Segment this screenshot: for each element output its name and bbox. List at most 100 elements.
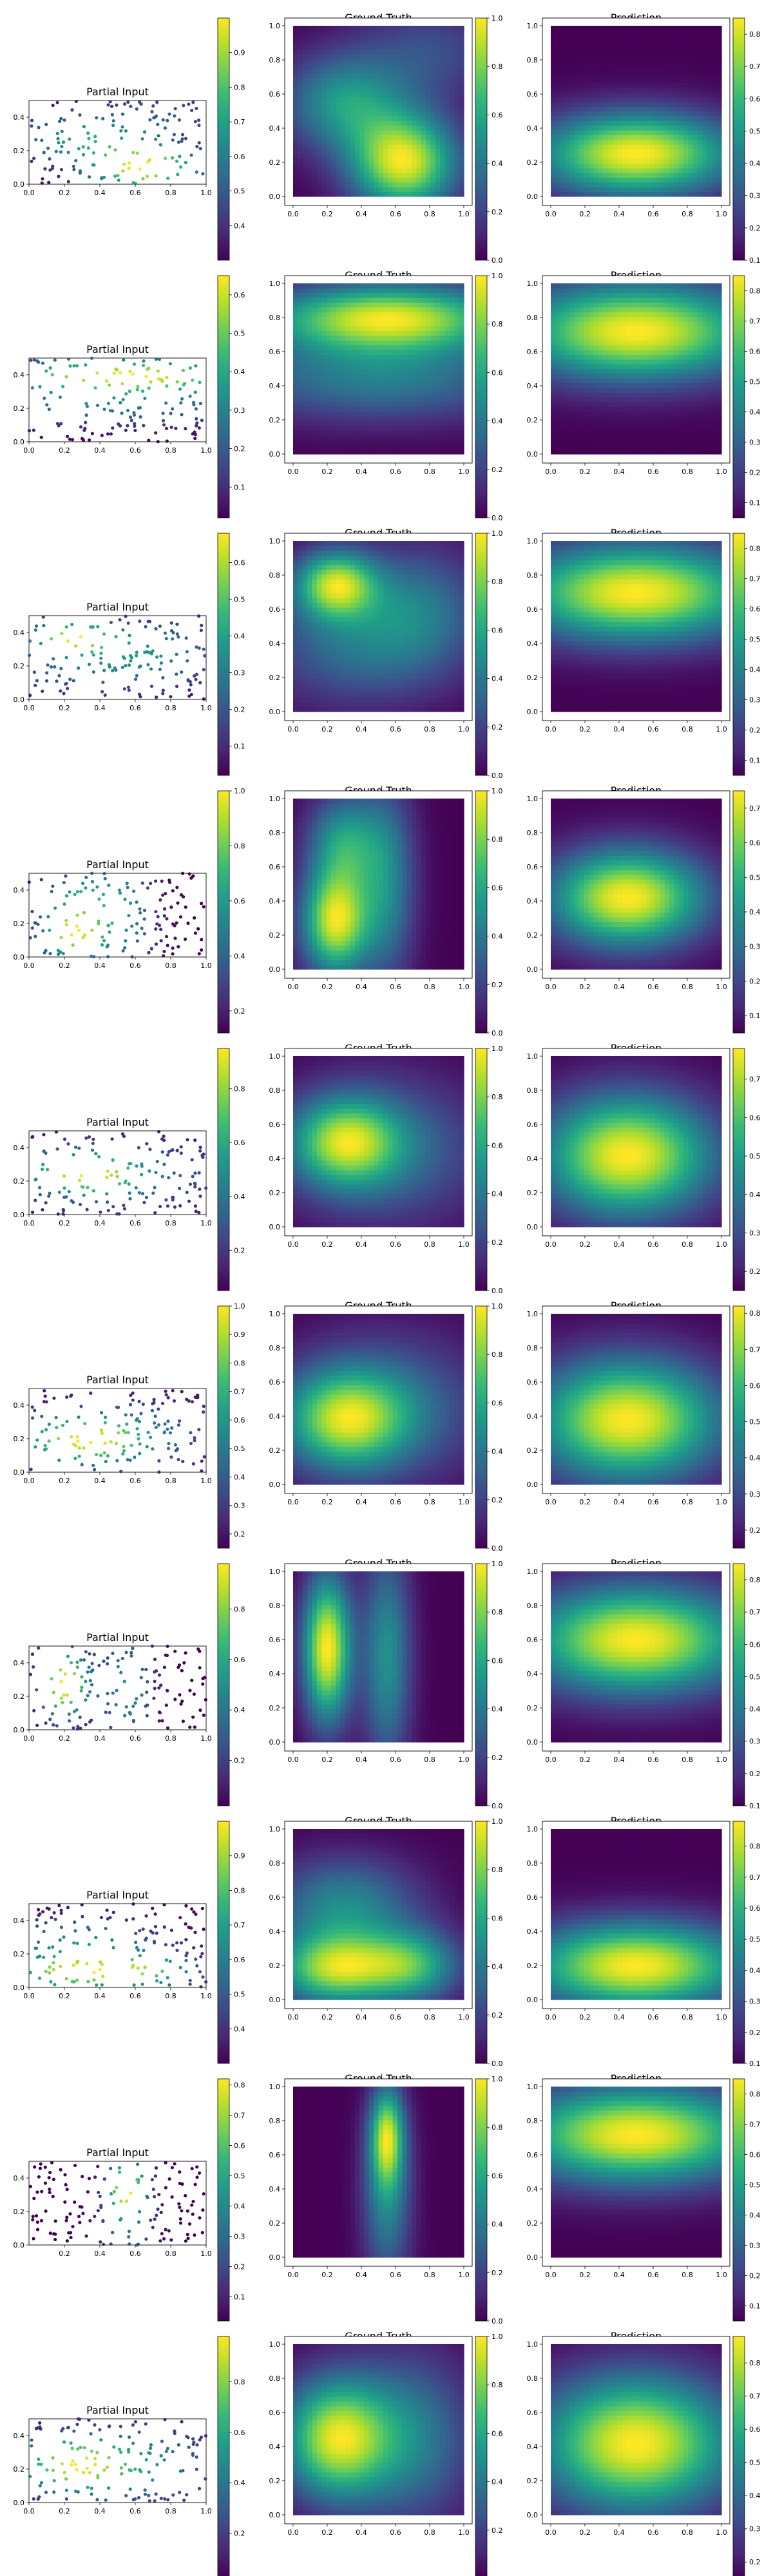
heatmap-cell [327, 378, 332, 383]
heatmap-cell [569, 178, 575, 183]
heatmap-cell [698, 154, 703, 159]
heatmap-cell [369, 283, 374, 289]
heatmap-cell [693, 392, 698, 397]
heatmap-cell [402, 73, 407, 79]
heatmap-cell [303, 383, 308, 388]
heatmap-cell [589, 402, 594, 407]
heatmap-cell [584, 88, 589, 93]
heatmap-cell [707, 68, 712, 73]
heatmap-cell [603, 73, 608, 79]
heatmap-cell [317, 426, 322, 431]
heatmap-cell [412, 97, 417, 102]
heatmap-cell [603, 430, 608, 435]
heatmap-cell [355, 302, 360, 307]
heatmap-cell [393, 187, 398, 192]
heatmap-cell [350, 92, 355, 97]
heatmap-cell [589, 68, 594, 73]
heatmap-cell [407, 383, 412, 388]
heatmap-cell [341, 406, 346, 412]
heatmap-cell [669, 88, 674, 93]
heatmap-cell [345, 154, 350, 159]
scatter-point [100, 434, 104, 437]
scatter-point [60, 145, 63, 148]
heatmap-cell [435, 354, 441, 359]
scatter-point [195, 145, 198, 148]
heatmap-cell [454, 92, 459, 97]
heatmap-cell [331, 163, 336, 168]
heatmap-cell [416, 364, 421, 369]
scatter-point [59, 117, 62, 120]
heatmap-cell [341, 102, 346, 107]
heatmap-cell [402, 30, 407, 35]
heatmap-cell [445, 430, 450, 435]
heatmap-cell [345, 116, 350, 121]
heatmap-cell [454, 192, 459, 197]
heatmap-cell [674, 178, 679, 183]
heatmap-cell [584, 126, 589, 131]
heatmap-cell [622, 430, 627, 435]
heatmap-cell [312, 326, 317, 331]
heatmap-cell [416, 26, 421, 31]
heatmap-cell [388, 444, 393, 450]
heatmap-cell [655, 78, 660, 83]
heatmap-cell [622, 126, 627, 131]
heatmap-cell [627, 416, 632, 421]
scatter-point [113, 372, 116, 375]
heatmap-cell [426, 26, 431, 31]
heatmap-cell [665, 397, 670, 402]
heatmap-cell [636, 440, 642, 445]
heatmap-cell [440, 336, 445, 341]
heatmap-cell [617, 92, 622, 97]
heatmap-cell [669, 126, 674, 131]
heatmap-cell [669, 40, 674, 45]
heatmap-cell [631, 444, 636, 450]
heatmap-cell [712, 130, 717, 135]
heatmap-cell [407, 64, 412, 69]
heatmap-cell [321, 50, 327, 55]
heatmap-cell [307, 397, 312, 402]
heatmap-cell [598, 182, 604, 187]
heatmap-cell [298, 50, 303, 55]
heatmap-cell [383, 378, 388, 383]
heatmap-cell [631, 402, 636, 407]
heatmap-cell [407, 317, 412, 322]
heatmap-cell [565, 154, 570, 159]
heatmap-cell [669, 158, 674, 164]
heatmap-cell [569, 111, 575, 117]
heatmap-cell [430, 50, 435, 55]
partial-colorbar-tick-label: 0.9 [234, 49, 245, 57]
heatmap-cell [565, 192, 570, 197]
heatmap-cell [331, 369, 336, 374]
heatmap-cell [374, 293, 379, 298]
heatmap-cell [321, 336, 327, 341]
heatmap-cell [603, 64, 608, 69]
heatmap-cell [655, 106, 660, 111]
heatmap-cell [641, 26, 646, 31]
heatmap-cell [665, 406, 670, 412]
heatmap-cell [298, 187, 303, 192]
heatmap-cell [303, 450, 308, 455]
heatmap-cell [617, 140, 622, 145]
heatmap-cell [383, 374, 388, 379]
heatmap-cell [603, 149, 608, 154]
heatmap-cell [569, 392, 575, 397]
heatmap-cell [355, 102, 360, 107]
heatmap-cell [407, 326, 412, 331]
heatmap-cell [369, 354, 374, 359]
heatmap-cell [607, 187, 613, 192]
heatmap-cell [374, 54, 379, 59]
heatmap-cell [440, 111, 445, 117]
heatmap-cell [636, 421, 642, 426]
heatmap-cell [359, 64, 365, 69]
heatmap-cell [579, 73, 584, 79]
heatmap-cell [303, 64, 308, 69]
heatmap-cell [388, 50, 393, 55]
heatmap-cell [397, 68, 403, 73]
heatmap-cell [364, 354, 369, 359]
heatmap-cell [416, 111, 421, 117]
heatmap-cell [341, 421, 346, 426]
heatmap-cell [331, 173, 336, 178]
heatmap-cell [412, 336, 417, 341]
heatmap-cell [355, 378, 360, 383]
heatmap-cell [636, 140, 642, 145]
